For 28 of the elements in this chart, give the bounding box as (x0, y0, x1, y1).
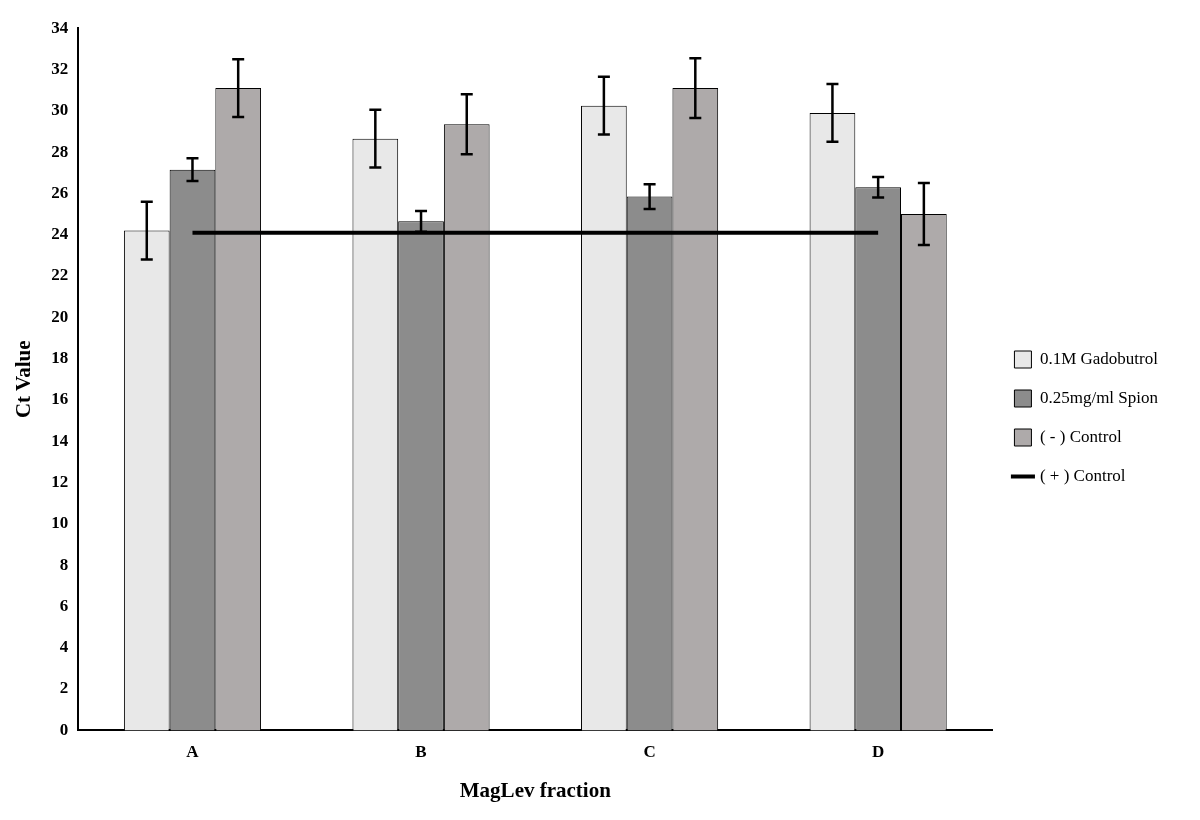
y-tick-label: 22 (51, 265, 69, 285)
legend-label: 0.25mg/ml Spion (1039, 387, 1159, 407)
legend-label: ( - ) Control (1039, 426, 1122, 446)
x-axis-title: MagLev fraction (459, 777, 612, 802)
y-tick-label: 18 (51, 348, 69, 368)
y-tick-label: 8 (59, 554, 69, 574)
y-tick-label: 14 (51, 430, 69, 450)
y-tick-label: 32 (51, 58, 69, 78)
x-tick-label: D (872, 741, 885, 761)
legend-label: 0.1M Gadobutrol (1039, 348, 1159, 368)
legend-label: ( + ) Control (1039, 465, 1126, 485)
y-tick-label: 30 (51, 100, 69, 120)
y-tick-label: 28 (51, 141, 69, 161)
y-tick-label: 6 (59, 595, 69, 615)
y-axis-title: Ct Value (11, 340, 36, 419)
y-tick-label: 24 (51, 224, 69, 244)
y-tick-label: 26 (51, 182, 69, 202)
y-tick-label: 10 (51, 513, 69, 533)
y-tick-label: 20 (51, 306, 69, 326)
y-tick-label: 16 (51, 389, 69, 409)
y-tick-label: 12 (51, 471, 69, 491)
y-tick-label: 34 (51, 17, 69, 37)
y-tick-label: 0 (59, 719, 69, 739)
x-tick-label: A (186, 741, 200, 761)
y-tick-label: 2 (59, 678, 69, 698)
x-tick-label: C (643, 741, 656, 761)
x-tick-label: B (415, 741, 427, 761)
y-tick-label: 4 (59, 637, 69, 657)
